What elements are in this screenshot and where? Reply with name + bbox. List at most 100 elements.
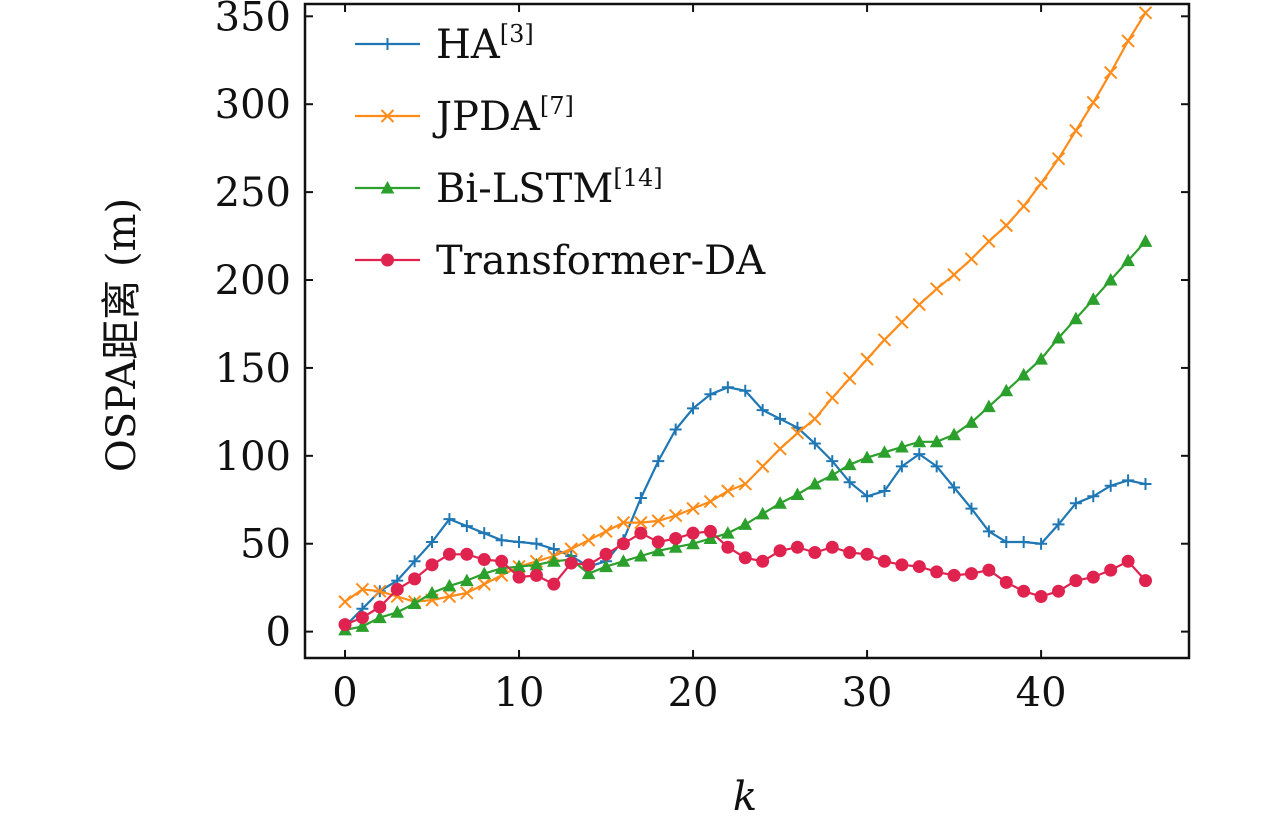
data-point <box>529 568 543 582</box>
data-point <box>581 566 596 580</box>
data-point <box>460 547 474 561</box>
data-point <box>669 531 683 545</box>
series-group <box>338 6 1153 636</box>
data-point <box>355 582 370 597</box>
data-point <box>460 586 474 600</box>
data-point <box>808 437 821 450</box>
data-point <box>704 388 717 401</box>
data-point <box>895 558 909 572</box>
data-point <box>982 234 996 249</box>
data-point <box>982 563 996 577</box>
legend-item: Transformer-DA <box>355 238 766 284</box>
data-point <box>495 534 508 547</box>
y-tick-label: 50 <box>240 522 291 568</box>
data-point <box>425 585 439 599</box>
data-point <box>947 568 961 582</box>
data-point <box>512 570 526 584</box>
data-point <box>982 525 995 538</box>
data-point <box>581 533 596 547</box>
data-point <box>756 404 769 417</box>
data-point <box>721 484 735 498</box>
data-point <box>738 477 752 491</box>
data-point <box>755 459 770 474</box>
data-point <box>860 352 874 366</box>
data-point <box>929 434 944 448</box>
data-point <box>877 554 891 568</box>
data-point <box>634 526 648 540</box>
data-point <box>407 596 422 609</box>
legend-marker <box>381 38 394 50</box>
data-point <box>1069 311 1083 325</box>
data-point <box>929 282 944 296</box>
data-point <box>652 455 665 468</box>
data-point <box>965 502 978 515</box>
data-point <box>721 381 734 394</box>
data-point <box>1034 589 1048 603</box>
data-point <box>739 384 752 397</box>
data-point <box>877 333 892 347</box>
data-point <box>513 535 526 548</box>
data-point <box>1138 574 1152 588</box>
data-point <box>999 575 1013 589</box>
series-transformer-da <box>338 524 1152 632</box>
data-point <box>964 252 979 266</box>
data-point <box>442 589 457 604</box>
data-point <box>634 515 648 530</box>
data-point <box>913 448 926 461</box>
data-point <box>599 547 613 561</box>
data-point <box>477 566 492 580</box>
data-point <box>616 515 631 530</box>
data-point <box>616 554 631 567</box>
data-point <box>599 524 613 539</box>
data-point <box>825 391 839 405</box>
data-point <box>1087 490 1100 503</box>
legend-item: HA[3] <box>355 20 534 68</box>
data-point <box>355 619 370 632</box>
data-point <box>426 535 439 548</box>
y-axis-label: OSPA距离 (m) <box>99 198 145 472</box>
data-point <box>616 537 630 551</box>
data-point <box>1122 474 1135 487</box>
data-point <box>843 476 856 489</box>
data-point <box>478 527 491 540</box>
data-point <box>774 412 787 425</box>
data-point <box>425 558 439 572</box>
x-tick-label: 10 <box>494 670 545 716</box>
data-point <box>826 455 839 468</box>
legend-marker <box>381 253 394 267</box>
data-point <box>547 543 560 555</box>
data-point <box>773 544 787 558</box>
series-jpda <box>338 6 1153 609</box>
legend-citation: [14] <box>613 164 662 192</box>
data-point <box>1035 537 1048 550</box>
data-point <box>1121 253 1135 267</box>
legend-label: HA[3] <box>436 20 534 68</box>
data-point <box>1051 330 1066 344</box>
data-point <box>790 487 805 500</box>
y-tick-label: 150 <box>215 346 291 392</box>
data-point <box>1086 292 1101 305</box>
data-point <box>1103 272 1118 286</box>
data-point <box>373 600 387 614</box>
data-point <box>355 611 369 625</box>
data-point <box>1051 584 1065 598</box>
y-tick-label: 100 <box>215 434 291 480</box>
data-point <box>721 526 735 539</box>
data-point <box>443 513 456 526</box>
data-point <box>790 426 805 440</box>
data-point <box>878 484 891 497</box>
data-point <box>738 517 753 530</box>
data-point <box>582 558 596 572</box>
data-point <box>1139 477 1152 490</box>
legend-citation: [7] <box>540 92 574 120</box>
data-point <box>825 468 840 481</box>
data-point <box>703 494 718 509</box>
data-point <box>495 554 509 568</box>
y-tick-label: 0 <box>266 610 291 656</box>
data-point <box>703 524 717 538</box>
data-point <box>842 457 857 471</box>
data-point <box>1121 34 1135 48</box>
y-tick-label: 250 <box>215 170 291 216</box>
x-tick-label: 40 <box>1016 670 1067 716</box>
data-point <box>634 492 647 505</box>
